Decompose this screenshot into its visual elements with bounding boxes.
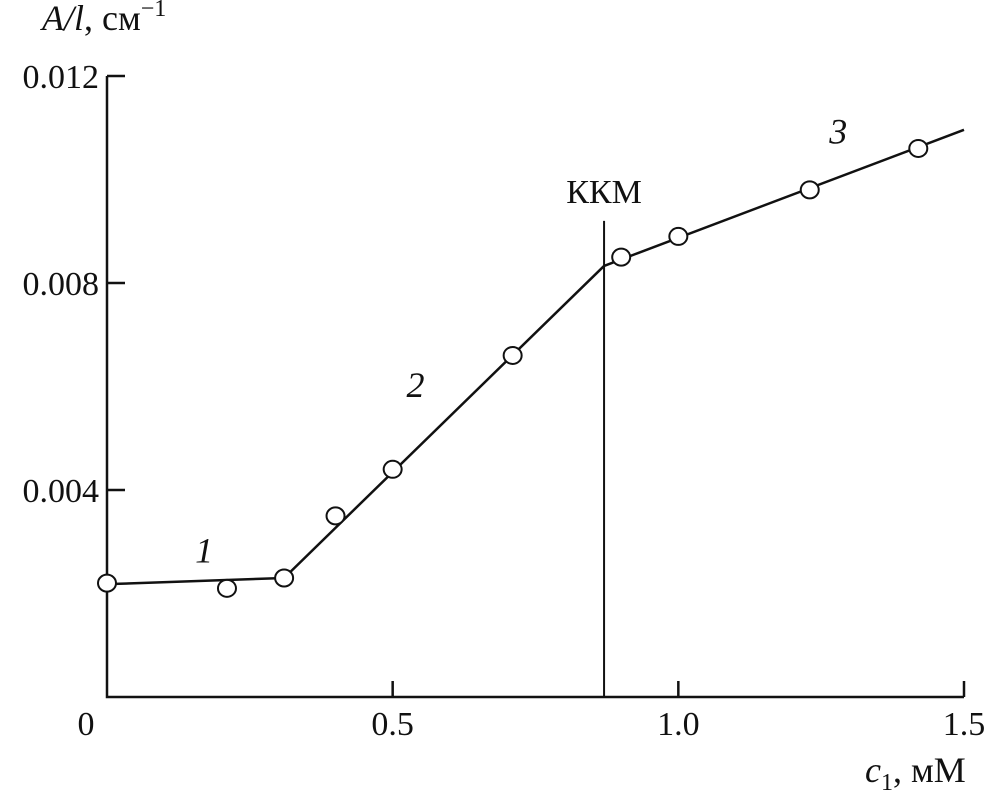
segment-label: 3 (828, 111, 847, 151)
y-axis-label-unit: , см (84, 0, 141, 38)
x-axis-label-var: c (865, 750, 881, 790)
y-axis-label-sup: −1 (141, 0, 167, 22)
y-axis-label: A/l, см−1 (40, 0, 166, 38)
data-point (274, 568, 295, 588)
data-point (799, 180, 820, 200)
x-axis-label-sub: 1 (881, 770, 893, 793)
segment-line (603, 128, 965, 268)
segment-line (283, 265, 605, 579)
segment-label: 2 (407, 365, 425, 405)
data-point (97, 573, 117, 593)
data-point (668, 226, 689, 246)
data-point (908, 138, 929, 158)
data-point (382, 459, 403, 479)
x-tick-label: 1.0 (657, 706, 700, 743)
x-tick-label: 1.5 (943, 706, 986, 743)
y-axis-label-var: A/l (40, 0, 84, 38)
segment-label: 1 (195, 530, 213, 570)
y-tick-label: 0.004 (23, 473, 100, 510)
data-point (611, 247, 632, 267)
x-axis-label-unit: , мМ (893, 750, 966, 790)
marks: ККМ 1 2 3 (97, 111, 965, 697)
data-point (325, 506, 346, 526)
axes: 0.004 0.008 0.012 0.5 1.0 1.5 (23, 59, 986, 743)
y-tick-label: 0.012 (23, 59, 100, 96)
x-axis-label: c1, мМ (865, 750, 966, 793)
axis-lines (105, 76, 964, 699)
origin-label: 0 (78, 706, 95, 743)
kkm-label: ККМ (566, 174, 642, 211)
x-tick-label: 0.5 (371, 706, 414, 743)
y-tick-label: 0.008 (23, 266, 100, 303)
segment-line (106, 576, 285, 586)
data-point (216, 578, 237, 598)
data-point (502, 345, 523, 365)
